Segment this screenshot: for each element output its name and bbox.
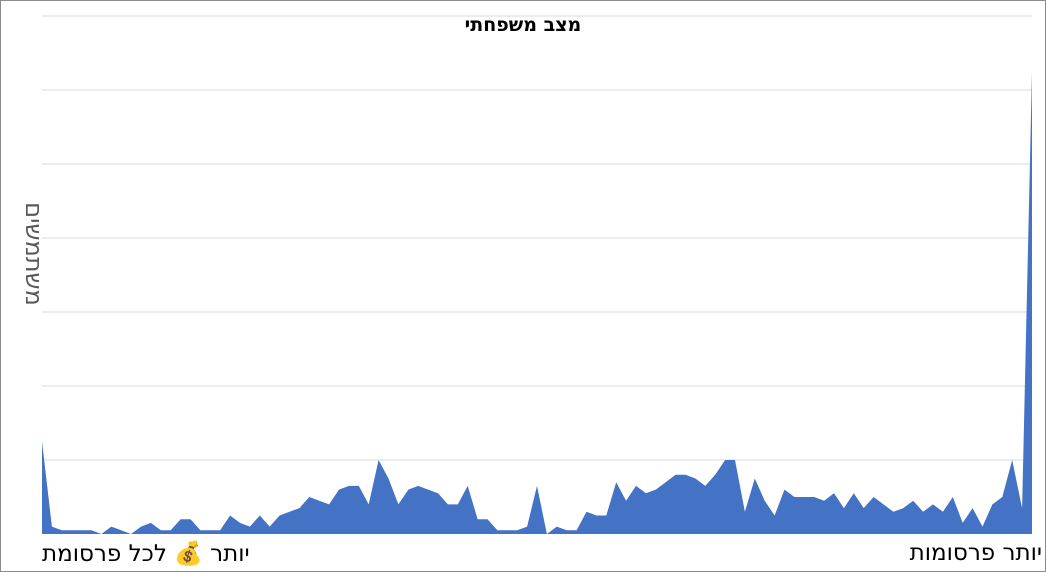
x-axis-left-label: יותר 💰 לכל פרסומת: [42, 541, 250, 567]
y-axis-label: משתמשים: [20, 202, 48, 306]
gridlines: [42, 15, 1032, 461]
series-area-1: [42, 71, 1032, 534]
series-layer: [42, 71, 1032, 534]
chart-title: מצב משפחתי: [464, 14, 582, 36]
x-axis-right-label: יותר פרסומות: [909, 540, 1042, 566]
